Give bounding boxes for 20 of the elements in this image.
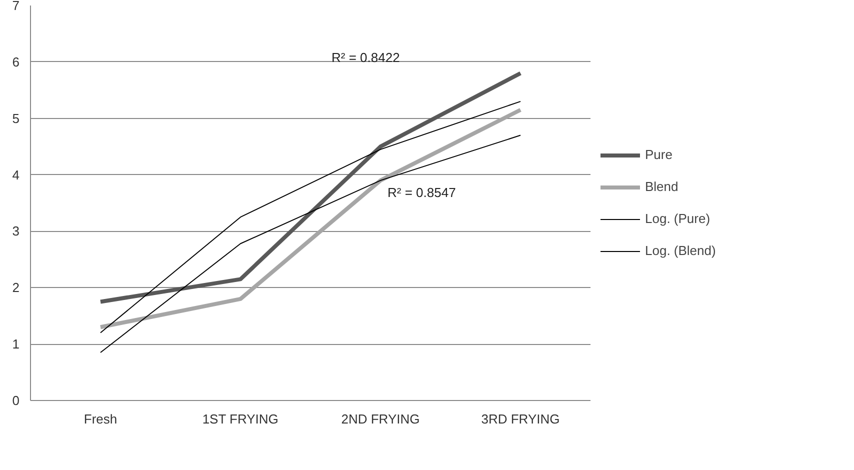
y-tick-label: 1 <box>12 336 20 352</box>
annotation: R² = 0.8547 <box>388 185 456 200</box>
line-series <box>98 71 522 304</box>
y-tick-label: 0 <box>12 393 20 408</box>
y-tick-label: 7 <box>12 0 20 13</box>
legend-label: Log. (Blend) <box>645 243 716 258</box>
legend-label: Blend <box>645 179 678 194</box>
x-tick-label: 2ND FRYING <box>341 412 420 426</box>
y-tick-label: 5 <box>12 110 20 126</box>
x-tick-label: Fresh <box>84 412 118 426</box>
legend-label: Pure <box>645 147 672 162</box>
legend-label: Log. (Pure) <box>645 211 710 226</box>
x-tick-label: 3RD FRYING <box>481 412 560 426</box>
y-tick-label: 4 <box>12 167 20 182</box>
annotation: R² = 0.8422 <box>332 50 400 65</box>
y-tick-label: 6 <box>12 54 20 70</box>
y-tick-label: 2 <box>12 280 20 296</box>
x-tick-label: 1ST FRYING <box>202 412 278 426</box>
line-series <box>100 134 521 354</box>
y-tick-label: 3 <box>12 224 20 239</box>
